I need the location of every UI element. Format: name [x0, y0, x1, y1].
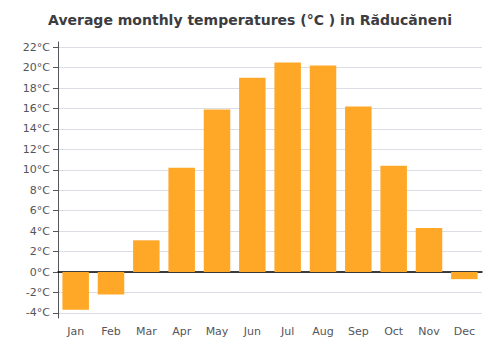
svg-text:Average monthly temperatures (: Average monthly temperatures (°C ) in Ră…: [48, 12, 452, 28]
svg-text:10°C: 10°C: [23, 163, 50, 176]
svg-text:May: May: [206, 325, 229, 338]
svg-text:20°C: 20°C: [23, 61, 50, 74]
svg-text:16°C: 16°C: [23, 102, 50, 115]
svg-text:Feb: Feb: [101, 325, 120, 338]
svg-text:Oct: Oct: [384, 325, 404, 338]
svg-text:-2°C: -2°C: [26, 286, 50, 299]
svg-text:Sep: Sep: [348, 325, 369, 338]
svg-text:4°C: 4°C: [30, 225, 50, 238]
svg-text:Jun: Jun: [243, 325, 261, 338]
svg-text:14°C: 14°C: [23, 122, 50, 135]
svg-text:2°C: 2°C: [30, 245, 50, 258]
svg-text:18°C: 18°C: [23, 82, 50, 95]
svg-text:Nov: Nov: [418, 325, 440, 338]
svg-text:6°C: 6°C: [30, 204, 50, 217]
svg-text:Aug: Aug: [312, 325, 333, 338]
svg-text:8°C: 8°C: [30, 184, 50, 197]
svg-text:22°C: 22°C: [23, 41, 50, 54]
svg-text:Apr: Apr: [172, 325, 192, 338]
svg-text:0°C: 0°C: [30, 266, 50, 279]
svg-text:Dec: Dec: [454, 325, 475, 338]
svg-text:Jan: Jan: [66, 325, 84, 338]
svg-text:Mar: Mar: [136, 325, 157, 338]
svg-text:12°C: 12°C: [23, 143, 50, 156]
svg-text:Jul: Jul: [280, 325, 294, 338]
svg-text:-4°C: -4°C: [26, 306, 50, 319]
